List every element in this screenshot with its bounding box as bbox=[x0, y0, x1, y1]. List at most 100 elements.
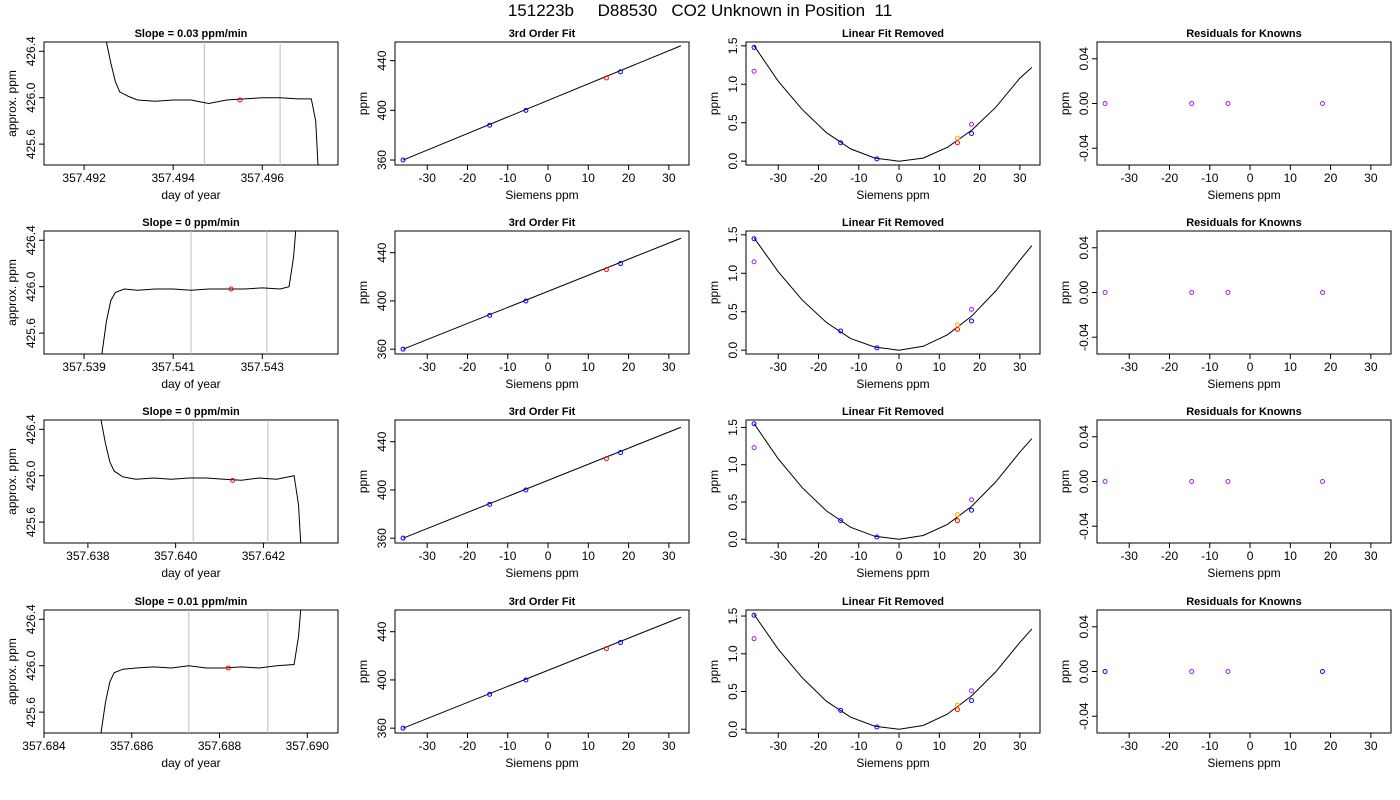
x-tick-label: -30 bbox=[419, 171, 437, 185]
panel-title: 3rd Order Fit bbox=[509, 217, 576, 229]
data-point bbox=[618, 261, 624, 267]
y-axis-label: ppm bbox=[1058, 470, 1072, 493]
chart-panel-2-4: Residuals for Knowns -30 -20 -10 0 10 20 30 Siem… bbox=[1058, 217, 1392, 391]
x-tick-label: 30 bbox=[662, 549, 676, 563]
data-point bbox=[751, 445, 757, 451]
x-axis-label: day of year bbox=[161, 566, 220, 580]
series-line bbox=[101, 231, 297, 354]
x-tick-label: 30 bbox=[1013, 739, 1027, 753]
data-point bbox=[838, 140, 844, 146]
x-tick-label: 10 bbox=[1284, 739, 1298, 753]
x-tick-label: -20 bbox=[1161, 739, 1179, 753]
y-tick-label: 1.5 bbox=[726, 226, 740, 243]
chart-panel-2-1: Slope = 0 ppm/min 357.539 357.541 357.543 da… bbox=[5, 217, 339, 391]
plot-frame bbox=[745, 609, 1041, 734]
mean-point bbox=[237, 97, 243, 103]
x-tick-label: 357.539 bbox=[62, 360, 106, 374]
x-tick-label: 0 bbox=[545, 549, 552, 563]
x-tick-label: -10 bbox=[499, 549, 517, 563]
fit-curve bbox=[753, 45, 1033, 162]
x-tick-label: 30 bbox=[1364, 549, 1378, 563]
data-point bbox=[954, 702, 960, 708]
fit-curve bbox=[753, 423, 1033, 540]
y-tick-label: 426.0 bbox=[24, 82, 38, 112]
chart-panel-2-3: Linear Fit Removed -30 -20 -10 0 10 20 30 Siemen… bbox=[707, 217, 1041, 391]
y-tick-label: 425.6 bbox=[24, 507, 38, 537]
data-point bbox=[400, 157, 406, 163]
x-tick-label: 0 bbox=[545, 171, 552, 185]
data-point bbox=[874, 345, 880, 351]
data-point bbox=[1102, 669, 1108, 674]
y-axis-label: ppm bbox=[356, 92, 370, 115]
plot-frame bbox=[1096, 230, 1392, 355]
x-tick-label: -10 bbox=[1201, 549, 1219, 563]
data-point bbox=[969, 306, 975, 312]
y-axis-label: ppm bbox=[1058, 92, 1072, 115]
fit-curve bbox=[753, 237, 1033, 351]
y-axis-label: ppm bbox=[356, 470, 370, 493]
x-tick-label: -20 bbox=[459, 171, 477, 185]
x-tick-label: -20 bbox=[1161, 171, 1179, 185]
data-point bbox=[1320, 101, 1326, 106]
plot-area bbox=[100, 420, 302, 543]
data-point bbox=[1102, 290, 1108, 295]
plot-frame bbox=[745, 419, 1041, 544]
data-point bbox=[603, 646, 609, 652]
data-point bbox=[523, 677, 529, 683]
data-point bbox=[618, 69, 624, 75]
plot-frame bbox=[394, 41, 690, 166]
x-tick-label: 357.690 bbox=[286, 739, 330, 753]
y-tick-label: -0.04 bbox=[1077, 134, 1091, 162]
y-axis-label: ppm bbox=[707, 660, 721, 683]
y-tick-label: 400 bbox=[375, 100, 389, 120]
chart-panel-2-2: 3rd Order Fit -30 -20 -10 0 10 20 30 Siemens ppm… bbox=[356, 217, 690, 391]
y-tick-label: 0.5 bbox=[726, 114, 740, 131]
data-point bbox=[1189, 290, 1195, 295]
x-tick-label: 30 bbox=[1364, 739, 1378, 753]
x-tick-label: 10 bbox=[582, 360, 596, 374]
y-tick-label: 0.0 bbox=[726, 531, 740, 548]
x-tick-label: 357.541 bbox=[151, 360, 195, 374]
x-tick-label: -10 bbox=[1201, 360, 1219, 374]
data-point bbox=[751, 236, 757, 242]
data-point bbox=[603, 75, 609, 81]
plot-frame bbox=[745, 230, 1041, 355]
x-tick-label: 20 bbox=[622, 549, 636, 563]
plot-area bbox=[400, 616, 682, 731]
y-tick-label: 426.4 bbox=[24, 604, 38, 634]
x-tick-label: 357.638 bbox=[66, 549, 110, 563]
fit-line bbox=[402, 616, 682, 729]
data-point bbox=[874, 724, 880, 730]
y-tick-label: 360 bbox=[375, 339, 389, 359]
y-tick-label: 0.04 bbox=[1077, 615, 1091, 639]
chart-panel-3-4: Residuals for Knowns -30 -20 -10 0 10 20 30 Siem… bbox=[1058, 406, 1392, 580]
data-point bbox=[523, 487, 529, 493]
data-point bbox=[838, 328, 844, 334]
data-point bbox=[1189, 101, 1195, 106]
mean-point bbox=[228, 286, 234, 292]
chart-panel-1-1: Slope = 0.03 ppm/min 357.492 357.494 357.49… bbox=[5, 28, 339, 202]
chart-panel-3-2: 3rd Order Fit -30 -20 -10 0 10 20 30 Siemens ppm… bbox=[356, 406, 690, 580]
fit-line bbox=[402, 237, 682, 350]
y-tick-label: 425.6 bbox=[24, 697, 38, 727]
x-tick-label: -10 bbox=[499, 360, 517, 374]
y-tick-label: 440 bbox=[375, 50, 389, 70]
data-point bbox=[1225, 290, 1231, 295]
x-tick-label: 30 bbox=[1013, 549, 1027, 563]
y-axis-label: ppm bbox=[356, 281, 370, 304]
x-tick-label: 30 bbox=[1364, 360, 1378, 374]
data-point bbox=[751, 421, 757, 427]
data-point bbox=[1320, 290, 1326, 295]
y-axis-label: ppm bbox=[707, 470, 721, 493]
plot-frame bbox=[43, 41, 339, 166]
y-axis-label: ppm bbox=[356, 660, 370, 683]
x-axis-label: day of year bbox=[161, 756, 220, 770]
x-tick-label: 0 bbox=[545, 360, 552, 374]
x-tick-label: 0 bbox=[1247, 360, 1254, 374]
y-tick-label: 1.0 bbox=[726, 265, 740, 282]
x-tick-label: -20 bbox=[810, 549, 828, 563]
x-tick-label: 357.640 bbox=[154, 549, 198, 563]
y-tick-label: 0.5 bbox=[726, 303, 740, 320]
data-point bbox=[874, 156, 880, 162]
y-tick-label: -0.04 bbox=[1077, 512, 1091, 540]
